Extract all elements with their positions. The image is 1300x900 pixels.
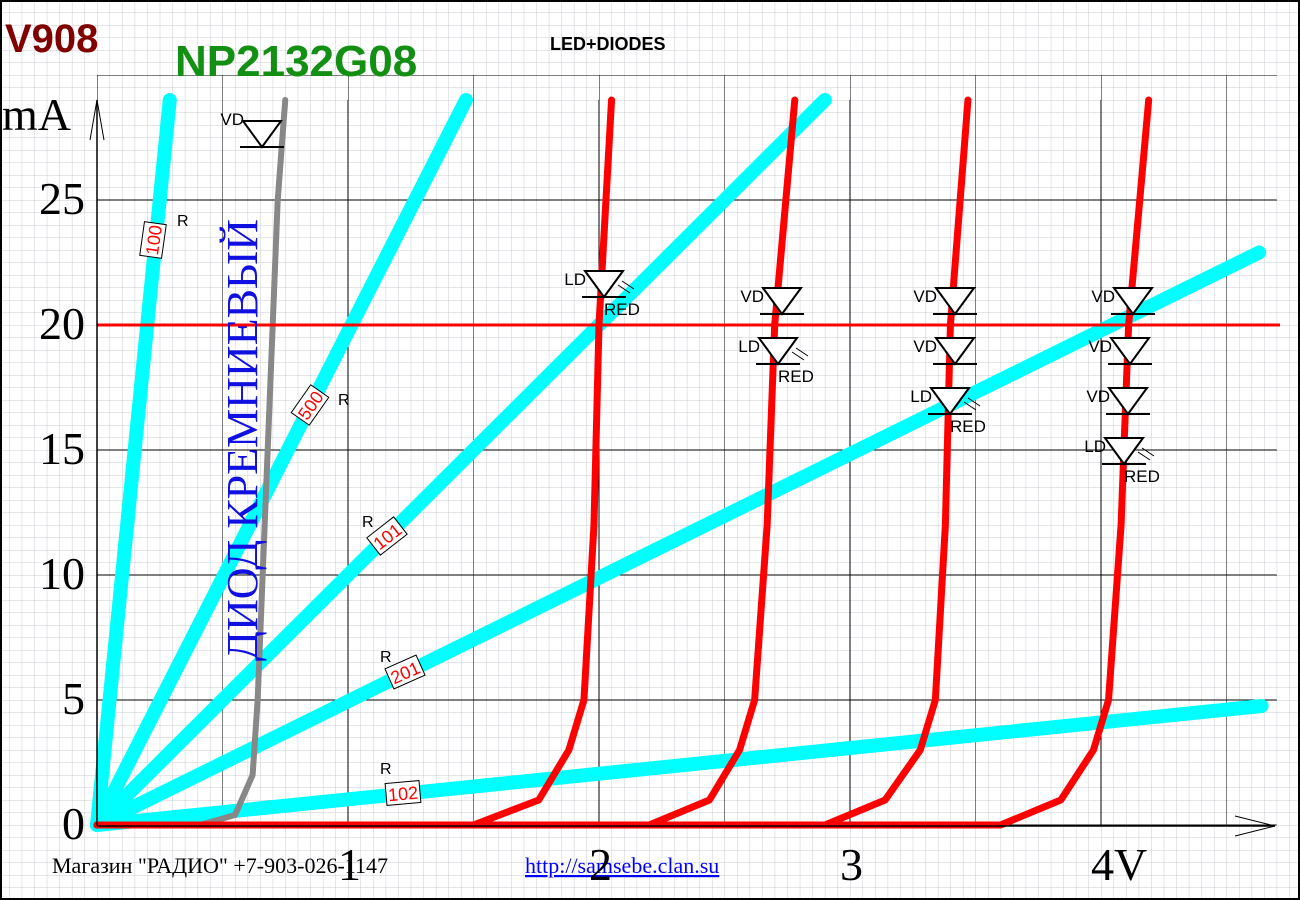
diode-icon — [582, 270, 626, 299]
diode-color: RED — [778, 367, 814, 386]
y-tick-label: 10 — [39, 548, 85, 599]
y-tick-label: 25 — [39, 173, 85, 224]
chart-title: LED+DIODES — [550, 34, 666, 54]
diode-label: LD — [910, 387, 932, 406]
diode-icon — [933, 287, 977, 316]
resistor-symbol: R — [362, 514, 374, 531]
diode-icon — [1102, 437, 1146, 466]
diode-icon — [1106, 387, 1150, 416]
diode-label: VD — [1091, 287, 1115, 306]
link[interactable]: http://samsebe.clan.su — [525, 853, 719, 878]
diode-label: LD — [564, 270, 586, 289]
series-line — [90, 699, 1269, 832]
y-tick-label: 0 — [62, 798, 85, 849]
diode-icon — [760, 287, 804, 316]
resistor-value: 102 — [387, 783, 419, 806]
diode-label: LD — [1084, 437, 1106, 456]
y-tick-label: 5 — [62, 673, 85, 724]
resistor-box — [139, 221, 167, 259]
part-number: NP2132G08 — [175, 37, 417, 86]
diode-note: ДИОД КРЕМНИЕВЫЙ — [218, 219, 267, 661]
resistor-label: 102 — [384, 780, 422, 806]
resistor-box — [384, 780, 422, 806]
x-tick-label: 3 — [840, 839, 863, 890]
diode-color: RED — [950, 417, 986, 436]
diode-icon — [756, 337, 800, 366]
diode-icon — [928, 387, 972, 416]
diode-icon — [1111, 287, 1155, 316]
y-tick-label: 15 — [39, 423, 85, 474]
plot — [90, 93, 1280, 832]
resistor-value: 100 — [142, 224, 166, 257]
resistor-symbol: R — [338, 392, 350, 409]
diode-label: VD — [740, 287, 764, 306]
resistor-box — [366, 516, 408, 556]
series-line — [90, 93, 832, 832]
diode-icon — [933, 337, 977, 366]
resistor-label: 100 — [139, 221, 167, 259]
series-line — [93, 96, 616, 829]
model: V908 — [5, 17, 98, 61]
series-line — [90, 93, 473, 832]
diode-label: VD — [220, 110, 244, 129]
resistor-box — [290, 384, 330, 426]
x-arrow — [1234, 815, 1276, 837]
x-tick-label: 1 — [338, 839, 361, 890]
y-axis-label: mA — [2, 89, 71, 140]
diode-label: VD — [1086, 387, 1110, 406]
led-rays — [1137, 447, 1155, 461]
footer: Магазин "РАДИО" +7-903-026-1147 — [52, 853, 388, 878]
diode-label: LD — [738, 337, 760, 356]
series-line — [90, 93, 177, 832]
series-line — [196, 97, 289, 828]
diode-label: VD — [913, 287, 937, 306]
x-tick-label: 2 — [589, 839, 612, 890]
diode-icon — [1108, 337, 1152, 366]
series-line — [90, 245, 1267, 832]
diode-color: RED — [604, 300, 640, 319]
resistor-symbol: R — [380, 649, 392, 666]
diode-label: VD — [1088, 337, 1112, 356]
diode-label: VD — [913, 337, 937, 356]
led-rays — [963, 397, 981, 411]
diode-icon — [240, 120, 284, 149]
y-arrow — [89, 99, 105, 141]
resistor-symbol: R — [177, 213, 189, 230]
series-line — [93, 96, 972, 829]
diode-color: RED — [1124, 467, 1160, 486]
x-tick-label: 4V — [1091, 839, 1147, 890]
resistor-box — [384, 654, 426, 690]
resistor-symbol: R — [380, 761, 392, 778]
led-rays — [791, 347, 809, 361]
led-rays — [617, 280, 635, 294]
y-tick-label: 20 — [39, 298, 85, 349]
